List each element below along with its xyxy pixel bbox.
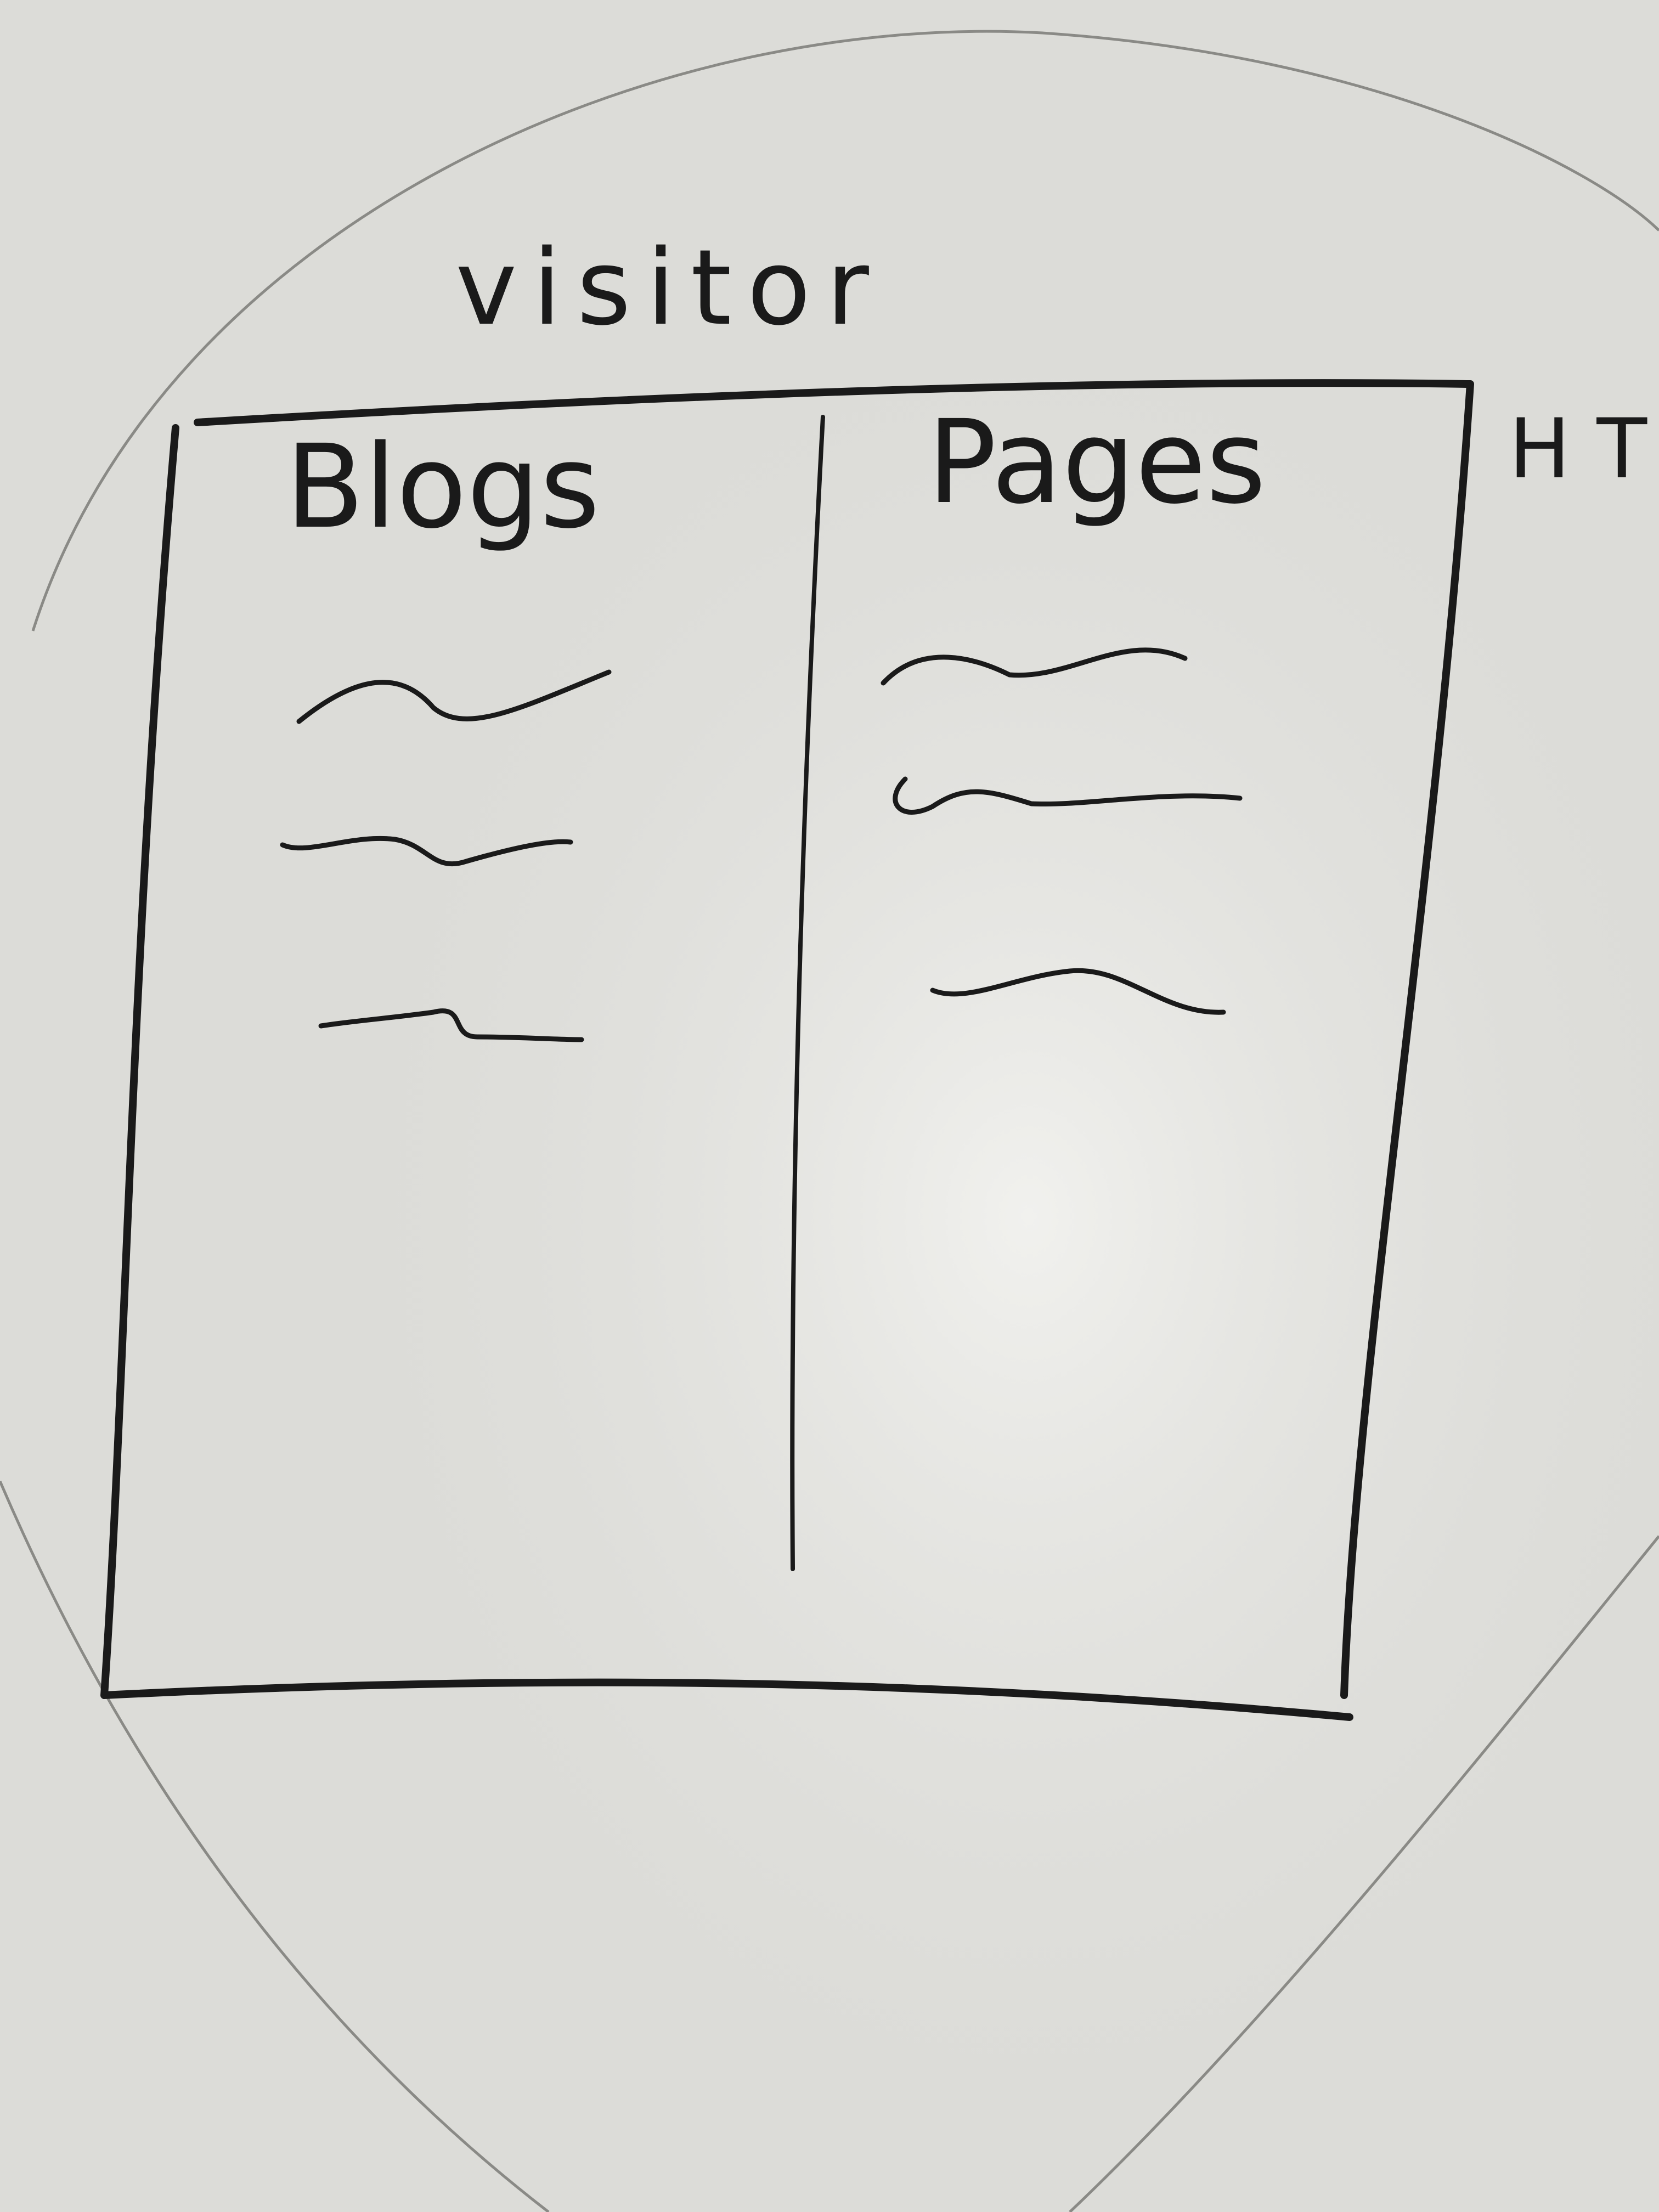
blogs-list (280, 669, 612, 1042)
blog-item-placeholder (296, 669, 612, 724)
page-item-placeholder (893, 776, 1243, 815)
pages-heading: Pages (927, 395, 1266, 529)
ghost-arc (31, 30, 1659, 631)
pages-list (881, 647, 1243, 1015)
page-item-placeholder (930, 968, 1226, 1015)
side-note: H T (1509, 402, 1647, 497)
ghost-arc-right (1069, 1535, 1659, 2212)
diagram-title: visitor (455, 227, 884, 348)
page-frame (100, 379, 1474, 1721)
page-item-placeholder (881, 647, 1188, 686)
column-divider (790, 415, 825, 1571)
ghost-arc-lower (0, 1481, 550, 2212)
blogs-heading: Blogs (285, 420, 600, 554)
blog-item-placeholder (318, 1008, 584, 1042)
blog-item-placeholder (280, 836, 573, 867)
